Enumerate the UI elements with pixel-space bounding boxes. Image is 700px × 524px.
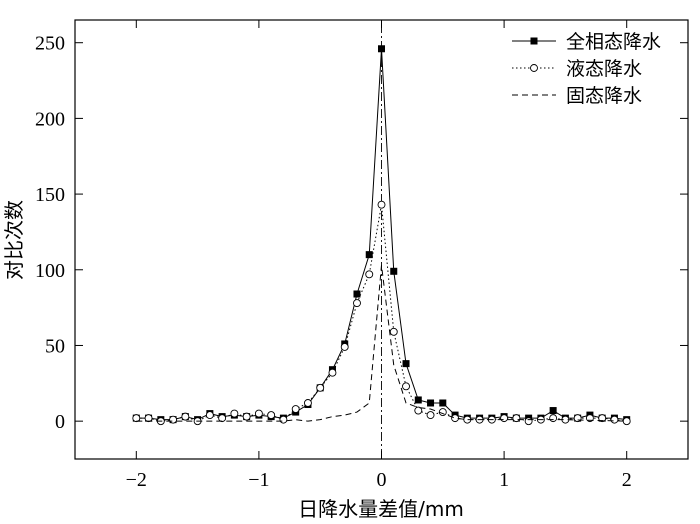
data-point (427, 399, 435, 407)
data-point (365, 251, 373, 259)
y-tick-label: 150 (35, 184, 65, 206)
y-tick-label: 100 (35, 260, 65, 282)
x-tick-label: 2 (622, 469, 632, 491)
x-tick-label: 0 (377, 469, 387, 491)
y-axis-title: 对比次数 (2, 200, 26, 280)
legend-label: 固态降水 (566, 85, 642, 107)
data-point (390, 267, 398, 275)
data-point (622, 417, 631, 426)
data-point (549, 407, 557, 415)
data-point (353, 290, 361, 298)
data-point (438, 408, 447, 417)
data-point (598, 414, 607, 423)
data-point (316, 383, 325, 392)
series-layer (132, 45, 631, 426)
data-point (402, 382, 410, 391)
data-point (340, 343, 349, 351)
data-point (402, 360, 410, 368)
data-point (144, 414, 153, 423)
x-tick-label: 1 (499, 469, 509, 491)
data-point (365, 270, 374, 279)
data-point (242, 412, 251, 421)
data-point (530, 64, 538, 72)
x-axis-title: 日降水量差值/mm (298, 497, 464, 521)
y-tick-label: 0 (55, 411, 65, 433)
data-point (451, 414, 460, 423)
data-point (132, 414, 141, 423)
data-point (573, 414, 582, 423)
legend-entry: 全相态降水 (512, 31, 661, 53)
data-point (254, 409, 263, 418)
data-point (169, 415, 178, 424)
data-point (414, 406, 423, 415)
data-point (218, 414, 227, 423)
data-point (353, 299, 361, 308)
data-point (524, 417, 533, 426)
legend-entry: 液态降水 (512, 58, 642, 80)
series-3 (136, 265, 627, 422)
data-point (530, 37, 538, 45)
data-point (500, 414, 509, 423)
data-point (439, 399, 447, 407)
data-point (549, 414, 558, 423)
data-point (303, 399, 312, 407)
x-tick-label: −2 (126, 469, 147, 491)
data-point (279, 415, 288, 424)
data-point (267, 411, 276, 420)
data-point (512, 414, 521, 423)
y-tick-label: 200 (35, 108, 65, 130)
y-tick-label: 250 (35, 33, 65, 55)
legend-entry: 固态降水 (512, 85, 642, 107)
legend-label: 液态降水 (566, 58, 642, 80)
series-line (136, 265, 627, 422)
data-point (205, 411, 214, 420)
data-point (378, 45, 385, 53)
series-line (136, 204, 627, 422)
data-point (291, 405, 300, 413)
data-point (610, 415, 619, 424)
x-tick-label: −1 (248, 469, 269, 491)
data-point (426, 411, 435, 420)
data-point (328, 368, 337, 377)
data-point (230, 409, 239, 418)
ticks-layer: −2 −1 0 1 2 0 50 100 150 200 250 (35, 20, 688, 491)
data-point (377, 200, 386, 209)
data-point (389, 327, 398, 336)
data-point (414, 396, 422, 404)
data-point (181, 412, 190, 421)
y-tick-label: 50 (45, 335, 65, 357)
legend-label: 全相态降水 (566, 31, 661, 53)
